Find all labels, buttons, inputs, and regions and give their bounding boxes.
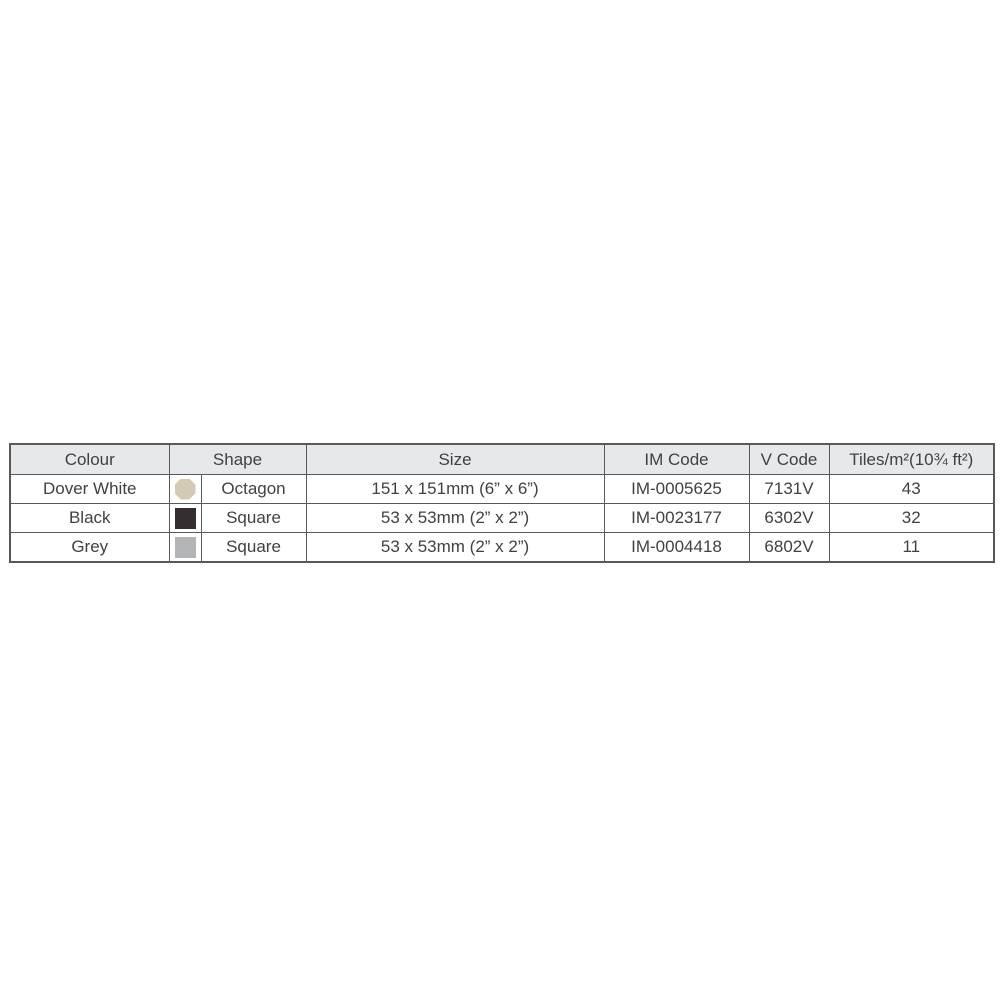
colour-cell: Grey <box>9 532 170 563</box>
shape-cell: Octagon <box>200 474 307 504</box>
swatch-cell <box>168 532 202 563</box>
colour-cell: Black <box>9 503 170 533</box>
table-row: Dover White Octagon 151 x 151mm (6” x 6”… <box>9 474 995 504</box>
tiles-cell: 32 <box>828 503 995 533</box>
table-row: Grey Square 53 x 53mm (2” x 2”) IM-00044… <box>9 532 995 563</box>
im-code-cell: IM-0005625 <box>603 474 750 504</box>
im-code-cell: IM-0004418 <box>603 532 750 563</box>
table-row: Black Square 53 x 53mm (2” x 2”) IM-0023… <box>9 503 995 533</box>
tile-spec-table: Colour Shape Size IM Code V Code Tiles/m… <box>9 443 996 563</box>
tiles-cell: 43 <box>828 474 995 504</box>
v-code-cell: 7131V <box>748 474 830 504</box>
colour-swatch-octagon <box>174 478 196 500</box>
col-header-v-code: V Code <box>748 443 830 475</box>
shape-cell: Square <box>200 503 307 533</box>
col-header-size: Size <box>305 443 605 475</box>
col-header-im-code: IM Code <box>603 443 750 475</box>
col-header-tiles-per-m2: Tiles/m²(10¾ ft²) <box>828 443 995 475</box>
im-code-cell: IM-0023177 <box>603 503 750 533</box>
colour-swatch-square <box>174 507 196 529</box>
col-header-colour: Colour <box>9 443 170 475</box>
size-cell: 151 x 151mm (6” x 6”) <box>305 474 605 504</box>
header-row: Colour Shape Size IM Code V Code Tiles/m… <box>9 443 995 475</box>
v-code-cell: 6302V <box>748 503 830 533</box>
size-cell: 53 x 53mm (2” x 2”) <box>305 532 605 563</box>
v-code-cell: 6802V <box>748 532 830 563</box>
colour-cell: Dover White <box>9 474 170 504</box>
swatch-cell <box>168 503 202 533</box>
swatch-cell <box>168 474 202 504</box>
col-header-shape: Shape <box>168 443 307 475</box>
size-cell: 53 x 53mm (2” x 2”) <box>305 503 605 533</box>
colour-swatch-square <box>174 536 196 558</box>
tiles-cell: 11 <box>828 532 995 563</box>
shape-cell: Square <box>200 532 307 563</box>
